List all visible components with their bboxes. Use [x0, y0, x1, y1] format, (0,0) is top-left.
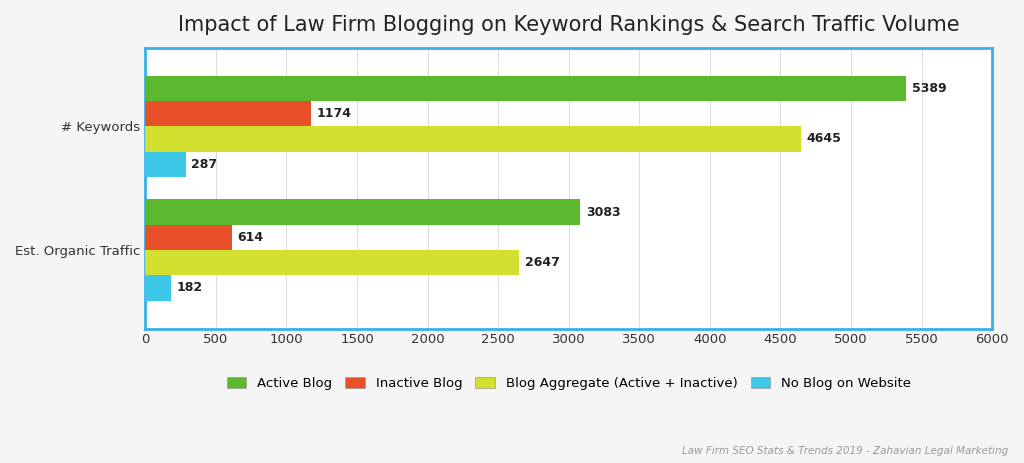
- Bar: [145, 101, 311, 126]
- Text: 1174: 1174: [316, 107, 351, 120]
- Text: 614: 614: [238, 231, 264, 244]
- Bar: [145, 200, 581, 225]
- Text: 287: 287: [191, 158, 217, 171]
- Bar: [145, 225, 231, 250]
- Bar: [145, 151, 185, 177]
- Text: Law Firm SEO Stats & Trends 2019 - Zahavian Legal Marketing: Law Firm SEO Stats & Trends 2019 - Zahav…: [682, 446, 1009, 456]
- Legend: Active Blog, Inactive Blog, Blog Aggregate (Active + Inactive), No Blog on Websi: Active Blog, Inactive Blog, Blog Aggrega…: [226, 377, 911, 390]
- Bar: [145, 76, 906, 101]
- Text: 3083: 3083: [586, 206, 621, 219]
- Bar: [145, 126, 801, 151]
- Text: 2647: 2647: [524, 256, 559, 269]
- Bar: [145, 250, 519, 275]
- Text: 182: 182: [176, 282, 203, 294]
- Text: 4645: 4645: [807, 132, 842, 145]
- Title: Impact of Law Firm Blogging on Keyword Rankings & Search Traffic Volume: Impact of Law Firm Blogging on Keyword R…: [178, 15, 959, 35]
- Text: 5389: 5389: [911, 82, 946, 95]
- Bar: [145, 275, 171, 300]
